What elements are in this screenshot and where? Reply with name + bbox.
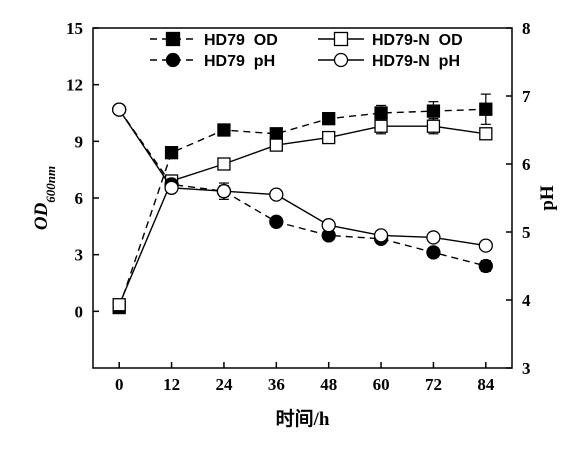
plot-frame [92, 27, 513, 369]
y-right-tick-label: 4 [522, 291, 531, 310]
legend-entry: HD79-N OD [318, 31, 463, 49]
legend-marker [165, 31, 181, 47]
y-right-tick-label: 6 [522, 155, 531, 174]
data-point [112, 102, 127, 117]
data-point [374, 119, 388, 133]
data-point [164, 180, 179, 195]
data-point [216, 184, 232, 199]
data-point [269, 138, 283, 152]
data-point [426, 104, 441, 118]
x-tick-label: 0 [115, 375, 124, 394]
y-axis-left-title-subscript: 600nm [43, 166, 58, 203]
x-tick-label: 60 [373, 375, 390, 394]
data-point [269, 187, 284, 202]
legend-label: HD79-N OD [372, 32, 463, 49]
legend-label: HD79 OD [204, 32, 278, 49]
series-line [118, 108, 486, 308]
x-tick-label: 36 [268, 375, 285, 394]
data-point [426, 230, 441, 245]
y-axis-left-title-main: OD [31, 202, 52, 230]
y-left-tick-label: 6 [75, 189, 84, 208]
data-point [321, 218, 336, 233]
data-point [217, 157, 231, 171]
legend-entry: HD79-N pH [318, 52, 460, 70]
data-point [322, 112, 336, 126]
x-axis-title: 时间/h [276, 408, 330, 430]
data-point [217, 123, 231, 137]
legend-entry: HD79 OD [150, 31, 278, 49]
data-point [479, 102, 493, 116]
y-left-tick-label: 0 [75, 302, 84, 321]
data-point [269, 214, 284, 229]
x-tick-label: 12 [163, 375, 180, 394]
series-layer [112, 93, 493, 315]
legend-entry: HD79 pH [150, 52, 275, 70]
legend-label: HD79-N pH [372, 53, 460, 70]
x-tick-label: 48 [320, 375, 337, 394]
y-left-tick-label: 12 [66, 76, 83, 95]
data-point [426, 245, 441, 260]
series-1 [112, 118, 493, 312]
data-point [478, 238, 493, 253]
y-left-tick-label: 3 [75, 246, 84, 265]
data-point [373, 228, 389, 243]
series-3 [112, 102, 493, 253]
series-line [118, 109, 486, 247]
y-right-tick-label: 8 [522, 19, 531, 38]
data-point [478, 258, 493, 274]
legend-marker [333, 31, 349, 47]
legend-marker [333, 52, 349, 68]
x-tick-label: 84 [477, 375, 495, 394]
y-left-tick-label: 15 [66, 19, 83, 38]
series-line [118, 109, 486, 267]
series-line [118, 125, 486, 305]
y-right-tick-label: 5 [522, 223, 531, 242]
data-point [112, 298, 126, 312]
legend-label: HD79 pH [204, 53, 275, 70]
x-tick-label: 24 [215, 375, 233, 394]
data-point [479, 127, 493, 141]
data-point [322, 130, 336, 145]
x-tick-label: 72 [425, 375, 442, 394]
data-point [374, 106, 388, 120]
data-point [269, 127, 283, 141]
y-axis-right-title: pH [537, 185, 558, 211]
data-point [426, 119, 441, 133]
y-left-tick-label: 9 [75, 132, 84, 151]
y-right-tick-label: 3 [522, 359, 531, 378]
legend: HD79 OD HD79-N OD HD79 pH HD79-N pH [150, 31, 463, 70]
y-right-tick-label: 7 [522, 87, 531, 106]
data-point [164, 146, 179, 160]
y-axis-left-title: OD600nm [31, 166, 58, 230]
legend-marker [165, 52, 181, 68]
